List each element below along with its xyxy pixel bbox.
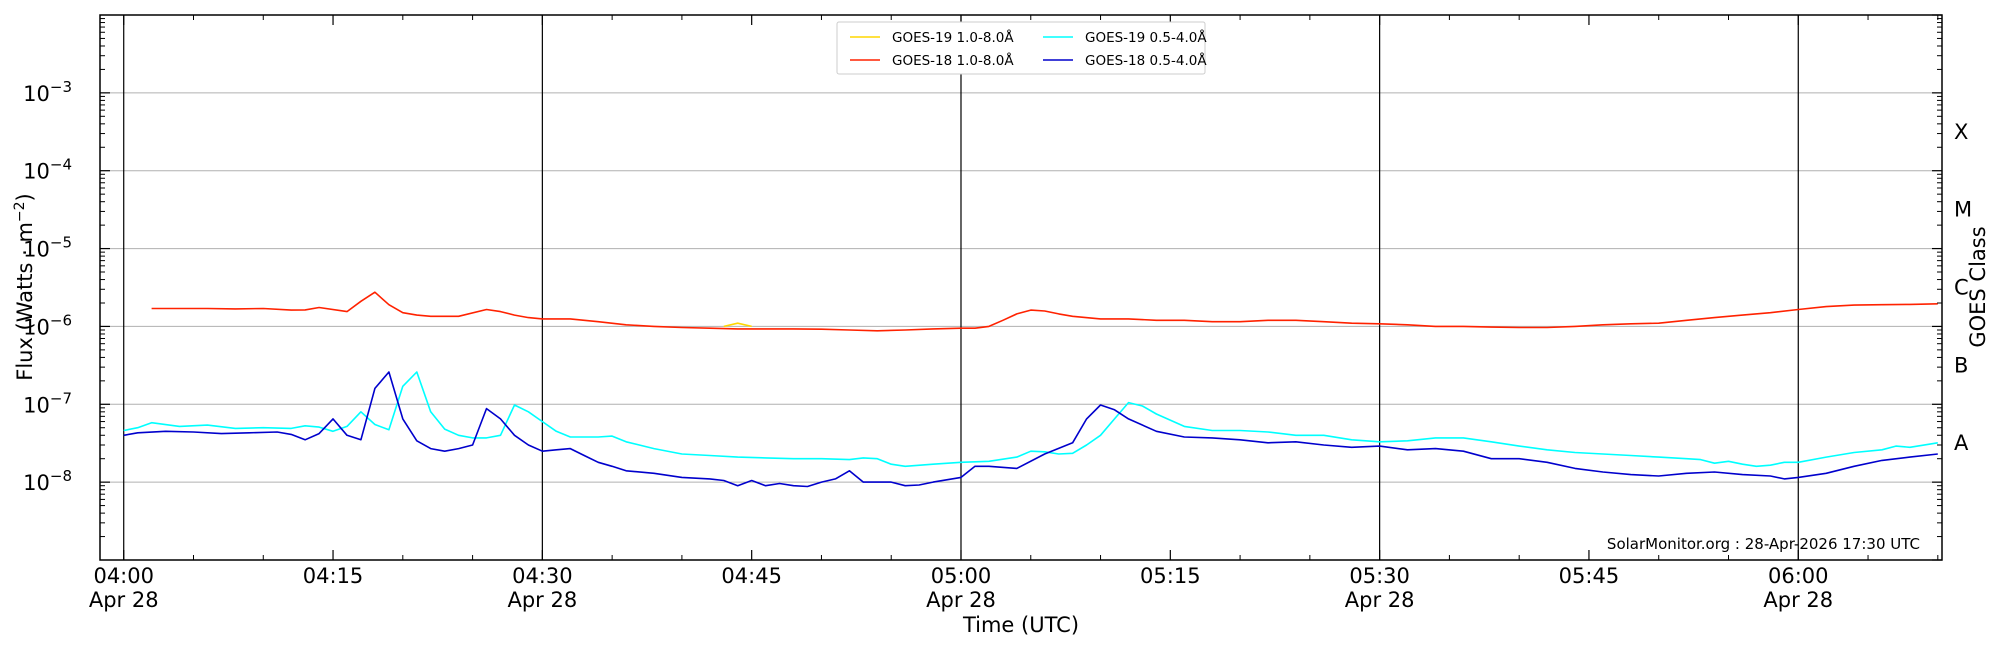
- x-tick-time: 05:15: [1140, 564, 1201, 588]
- plot-background: [100, 15, 1942, 560]
- x-tick-time: 05:45: [1559, 564, 1620, 588]
- series-layer: [123, 291, 1938, 488]
- legend-entry: GOES-19 0.5-4.0Å: [1085, 29, 1207, 46]
- legend: GOES-19 1.0-8.0Å GOES-18 1.0-8.0Å GOES-19 …: [836, 21, 1207, 75]
- goes-class-A: A: [1954, 431, 1969, 455]
- x-axis-label: Time (UTC): [962, 613, 1079, 637]
- x-tick-date: Apr 28: [1763, 588, 1833, 612]
- x-tick-date: Apr 28: [926, 588, 996, 612]
- x-tick-time: 04:45: [721, 564, 782, 588]
- x-tick-time: 04:15: [303, 564, 364, 588]
- series-line-1: [151, 291, 1938, 332]
- y-axis-label: Flux (Watts · m−2): [12, 193, 37, 381]
- goes-class-X: X: [1954, 120, 1968, 144]
- x-tick-date: Apr 28: [507, 588, 577, 612]
- goes-class-labels: A B C M X: [1954, 120, 1972, 455]
- y-tick-label: 10−7: [23, 389, 72, 417]
- x-tick-time: 06:00: [1768, 564, 1829, 588]
- goes-class-axis-label: GOES Class: [1966, 226, 1990, 347]
- x-tick-time: 04:00: [93, 564, 154, 588]
- x-tick-time: 05:30: [1349, 564, 1410, 588]
- x-tick-date: Apr 28: [89, 588, 159, 612]
- watermark: SolarMonitor.org : 28-Apr-2026 17:30 UTC: [1607, 535, 1920, 553]
- grid-layer: [100, 92, 1942, 483]
- x-tick-date: Apr 28: [1345, 588, 1415, 612]
- x-tick-time: 05:00: [931, 564, 992, 588]
- series-line-0: [723, 322, 752, 328]
- goes-class-C: C: [1954, 276, 1969, 300]
- series-line-3: [123, 371, 1938, 488]
- legend-entry: GOES-18 1.0-8.0Å: [892, 52, 1014, 69]
- plot-frame: [99, 14, 1943, 561]
- y-tick-label: 10−8: [23, 467, 72, 495]
- day-boundary-lines: [123, 15, 1799, 560]
- goes-class-M: M: [1954, 198, 1972, 222]
- goes-class-B: B: [1954, 353, 1968, 377]
- y-axis-ticks: 10−8 10−7 10−6 10−5 10−4 10−3: [23, 14, 1942, 561]
- series-line-2: [123, 371, 1938, 468]
- y-tick-label: 10−3: [23, 78, 72, 106]
- x-tick-time: 04:30: [512, 564, 573, 588]
- y-tick-label: 10−4: [23, 156, 72, 184]
- y-tick-label: 10−6: [23, 311, 72, 339]
- y-tick-label: 10−5: [23, 234, 72, 262]
- legend-entry: GOES-19 1.0-8.0Å: [892, 29, 1014, 46]
- legend-box: [836, 21, 1206, 75]
- legend-entry: GOES-18 0.5-4.0Å: [1085, 52, 1207, 69]
